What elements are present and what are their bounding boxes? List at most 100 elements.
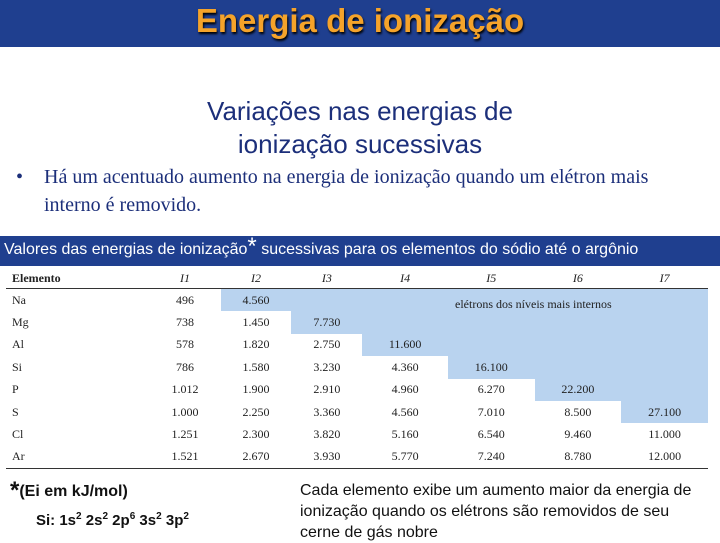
- ionization-value: 8.780: [534, 445, 622, 470]
- ionization-value: 5.770: [362, 445, 448, 470]
- electron-configuration: Si: 1s2 2s2 2p6 3s2 3p2: [36, 511, 189, 529]
- element-symbol: Al: [12, 337, 24, 352]
- subtitle: Variações nas energias de ionização suce…: [207, 96, 513, 159]
- ionization-value: 786: [176, 359, 195, 374]
- ionization-value: 1.900: [242, 382, 270, 397]
- ionization-value: 27.100: [621, 400, 708, 424]
- ionization-value: 1.580: [242, 359, 270, 374]
- ionization-value: [534, 356, 622, 379]
- ionization-value: 12.000: [621, 445, 708, 470]
- ionization-value: 8.500: [564, 404, 592, 419]
- ionization-value: 3.230: [313, 359, 341, 374]
- orbital-occupancy: 2: [156, 511, 162, 522]
- ionization-value: 2.910: [313, 382, 341, 397]
- column-header-i2: I2: [220, 268, 292, 289]
- ionization-value: 22.200: [534, 378, 622, 401]
- table-row: S 1.000 2.250 3.360 4.560 7.010 8.500 27.100: [6, 400, 708, 424]
- ionization-value: 6.540: [477, 427, 505, 442]
- ionization-value: 578: [176, 337, 195, 352]
- orbital: 2p: [108, 512, 130, 529]
- ionization-value: [621, 333, 708, 357]
- ionization-value: [447, 333, 535, 357]
- ionization-value: 4.960: [391, 382, 419, 397]
- ionization-value: [534, 288, 622, 312]
- table-row: Mg 738 1.450 7.730: [6, 311, 708, 334]
- title-bar: [0, 0, 720, 47]
- ionization-value: [447, 288, 535, 312]
- table-row: P 1.012 1.900 2.910 4.960 6.270 22.200: [6, 378, 708, 401]
- ionization-value: 738: [176, 315, 195, 330]
- table-body: Na 496 4.560 Mg 738 1.450 7.730 Al 578 1.820 2.750…: [6, 288, 708, 470]
- ionization-value: 3.930: [291, 445, 363, 470]
- ionization-value: 1.450: [242, 315, 270, 330]
- orbital-occupancy: 2: [102, 511, 109, 522]
- ionization-value: 496: [176, 292, 195, 307]
- caption-star: *: [247, 233, 257, 260]
- ionization-value: 7.730: [291, 311, 363, 334]
- ionization-value: 1.820: [242, 337, 270, 352]
- ionization-value: 2.750: [313, 337, 341, 352]
- ionization-value: 16.100: [447, 356, 535, 379]
- ionization-value: 1.251: [171, 427, 199, 442]
- configuration-prefix: Si:: [36, 512, 60, 529]
- note-text: (Ei em kJ/mol): [19, 483, 128, 500]
- ionization-value: [621, 288, 708, 312]
- element-symbol: Ar: [6, 445, 150, 470]
- column-header-i7: I7: [621, 268, 708, 289]
- element-symbol: Cl: [12, 427, 24, 442]
- ionization-value: 1.012: [171, 382, 199, 397]
- ionization-value: 4.560: [391, 404, 419, 419]
- column-header-i3: I3: [291, 268, 363, 289]
- ionization-value: 4.360: [391, 359, 419, 374]
- ionization-value: 7.240: [447, 445, 535, 470]
- ionization-value: 11.000: [648, 427, 681, 442]
- orbital: 3p: [161, 512, 184, 529]
- ionization-value: 1.000: [171, 404, 199, 419]
- orbital-occupancy: 2: [183, 511, 189, 522]
- ionization-value: 11.600: [362, 333, 448, 357]
- orbital-occupancy: 2: [76, 511, 82, 522]
- ionization-value: 7.010: [477, 404, 505, 419]
- ionization-value: [291, 288, 363, 312]
- bullet-text: Há um acentuado aumento na energia de io…: [44, 166, 649, 216]
- element-symbol: Si: [12, 359, 23, 374]
- orbital: 2s: [81, 512, 103, 529]
- bullet-marker: •: [16, 166, 24, 188]
- ionization-value: 1.521: [149, 445, 221, 470]
- caption-after: sucessivas para os elementos do sódio at…: [256, 241, 639, 258]
- element-symbol: P: [12, 382, 19, 397]
- ionization-value: 2.250: [242, 404, 270, 419]
- element-symbol: Na: [12, 292, 26, 307]
- ionization-value: [534, 333, 622, 357]
- core-electrons-label: elétrons dos níveis mais internos: [455, 297, 612, 311]
- element-symbol: S: [12, 404, 19, 419]
- table-row: Ar 1.521 2.670 3.930 5.770 7.240 8.780 12.000: [6, 445, 708, 470]
- ionization-value: [447, 311, 535, 334]
- table-row: Al 578 1.820 2.750 11.600: [6, 333, 708, 357]
- table-row: Si 786 1.580 3.230 4.360 16.100: [6, 356, 708, 379]
- column-header-i4: I4: [362, 268, 448, 289]
- column-header-element: Elemento: [6, 268, 150, 289]
- ionization-table: Elemento I1 I2 I3 I4 I5 I6 I7 Na 496 4.560 Mg 738 1.…: [6, 268, 708, 470]
- orbital-occupancy: 6: [129, 511, 136, 522]
- ionization-value: [621, 311, 708, 334]
- table-caption: Valores das energias de ionização* suces…: [4, 235, 639, 259]
- column-header-i1: I1: [149, 268, 221, 289]
- ionization-value: 3.360: [313, 404, 341, 419]
- ionization-value: 4.560: [220, 288, 292, 312]
- column-header-i6: I6: [534, 268, 622, 289]
- unit-note: *(Ei em kJ/mol): [10, 477, 128, 505]
- caption-before: Valores das energias de ionização: [4, 241, 248, 258]
- ionization-value: [621, 356, 708, 379]
- ionization-value: [534, 311, 622, 334]
- element-symbol: Mg: [12, 315, 29, 330]
- note-star: *: [10, 477, 20, 504]
- ionization-value: 3.820: [313, 427, 341, 442]
- table-header-row: Elemento I1 I2 I3 I4 I5 I6 I7: [6, 268, 708, 289]
- orbital: 3s: [135, 512, 157, 529]
- caption-bar: [0, 236, 720, 266]
- ionization-value: [362, 288, 448, 312]
- ionization-value: [362, 311, 448, 334]
- orbital: 1s: [59, 512, 77, 529]
- page-title: Energia de ionização: [195, 2, 525, 39]
